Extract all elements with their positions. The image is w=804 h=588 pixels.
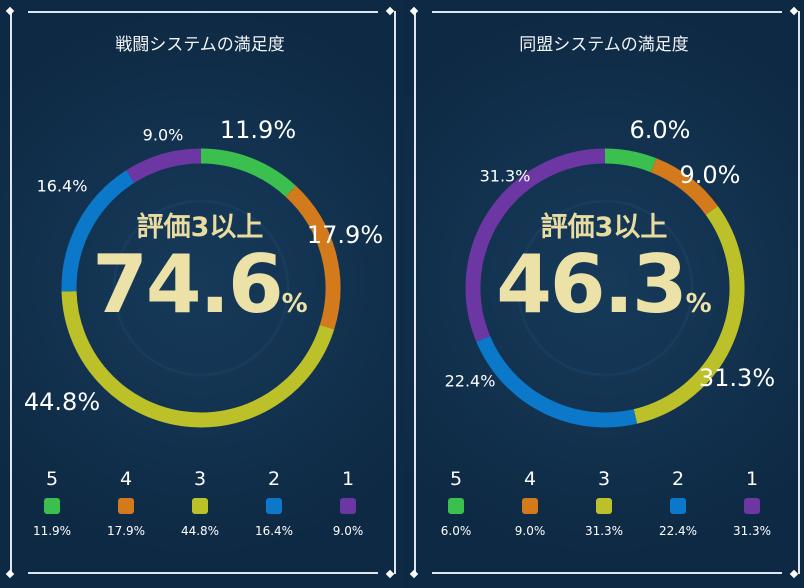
legend-value: 9.0% xyxy=(514,524,546,538)
donut-segment-rating-4 xyxy=(285,185,341,330)
donut-segment-rating-2 xyxy=(476,335,638,428)
legend-key: 3 xyxy=(597,468,611,490)
donut-segment-rating-4 xyxy=(650,158,718,215)
center-value-unit: % xyxy=(685,289,712,319)
legend-swatch xyxy=(340,498,356,514)
legend-swatch xyxy=(596,498,612,514)
center-label: 評価3以上 xyxy=(136,212,264,243)
legend-value: 44.8% xyxy=(180,524,220,538)
donut-segment-rating-1 xyxy=(126,148,202,183)
center-value-unit: % xyxy=(281,289,308,319)
data-label-rating-2: 16.4% xyxy=(36,176,88,196)
donut-segment-rating-3 xyxy=(633,206,745,424)
center-label: 評価3以上 xyxy=(540,212,668,243)
data-label-rating-1: 31.3% xyxy=(479,166,531,186)
legend-item-rating-4: 4 9.0% xyxy=(495,468,565,538)
legend-key: 2 xyxy=(267,468,281,490)
data-label-rating-5: 11.9% xyxy=(219,116,297,144)
legend-value: 31.3% xyxy=(584,524,624,538)
legend-item-rating-2: 2 22.4% xyxy=(643,468,713,538)
legend-value: 9.0% xyxy=(332,524,364,538)
legend-key: 4 xyxy=(523,468,537,490)
legend-value: 17.9% xyxy=(106,524,146,538)
donut-segment-rating-2 xyxy=(61,170,135,292)
chart-title: 戦闘システムの満足度 xyxy=(115,35,285,55)
donut-segment-rating-3 xyxy=(61,291,335,428)
legend-swatch xyxy=(448,498,464,514)
legend-key: 4 xyxy=(119,468,133,490)
legend-key: 5 xyxy=(449,468,463,490)
legend-swatch xyxy=(744,498,760,514)
data-label-rating-3: 31.3% xyxy=(698,364,776,392)
legend-item-rating-5: 5 6.0% xyxy=(421,468,491,538)
legend-item-rating-5: 5 11.9% xyxy=(17,468,87,538)
data-label-rating-2: 22.4% xyxy=(444,371,496,391)
center-value-number: 74.6 xyxy=(92,238,283,331)
data-label-rating-3: 44.8% xyxy=(23,388,101,416)
center-value: 46.3% xyxy=(404,238,804,331)
center-value-number: 46.3 xyxy=(496,238,687,331)
donut-segment-rating-1 xyxy=(465,148,606,342)
chart-panel-1: 戦闘システムの満足度 11.9% 17.9% 44.8% 16.4% 9.0% 評価3以上 7… xyxy=(0,0,400,588)
legend-item-rating-3: 3 31.3% xyxy=(569,468,639,538)
legend-value: 31.3% xyxy=(732,524,772,538)
data-label-rating-4: 17.9% xyxy=(306,221,384,249)
legend-item-rating-1: 1 31.3% xyxy=(717,468,787,538)
donut-segment-rating-5 xyxy=(200,148,296,197)
legend-value: 22.4% xyxy=(658,524,698,538)
legend-key: 2 xyxy=(671,468,685,490)
legend-swatch xyxy=(670,498,686,514)
legend-swatch xyxy=(266,498,282,514)
chart-title: 同盟システムの満足度 xyxy=(519,35,689,55)
donut-chart xyxy=(465,148,745,428)
legend-item-rating-3: 3 44.8% xyxy=(165,468,235,538)
legend-value: 16.4% xyxy=(254,524,294,538)
legend-swatch xyxy=(44,498,60,514)
legend-item-rating-2: 2 16.4% xyxy=(239,468,309,538)
legend-swatch xyxy=(118,498,134,514)
legend-key: 3 xyxy=(193,468,207,490)
data-label-rating-4: 9.0% xyxy=(679,161,741,189)
legend-item-rating-1: 1 9.0% xyxy=(313,468,383,538)
legend-key: 1 xyxy=(341,468,355,490)
legend-value: 6.0% xyxy=(440,524,472,538)
data-label-rating-5: 6.0% xyxy=(629,116,691,144)
legend-value: 11.9% xyxy=(32,524,72,538)
legend-item-rating-4: 4 17.9% xyxy=(91,468,161,538)
legend-key: 5 xyxy=(45,468,59,490)
center-value: 74.6% xyxy=(0,238,400,331)
chart-panel-2: 同盟システムの満足度 6.0% 9.0% 31.3% 22.4% 31.3% 評価3以上 46… xyxy=(404,0,804,588)
decorative-frame xyxy=(10,11,396,574)
donut-segment-rating-5 xyxy=(604,148,657,173)
legend-key: 1 xyxy=(745,468,759,490)
donut-chart xyxy=(61,148,341,428)
legend-swatch xyxy=(522,498,538,514)
data-label-rating-1: 9.0% xyxy=(142,125,184,145)
legend-swatch xyxy=(192,498,208,514)
decorative-frame xyxy=(414,11,800,574)
